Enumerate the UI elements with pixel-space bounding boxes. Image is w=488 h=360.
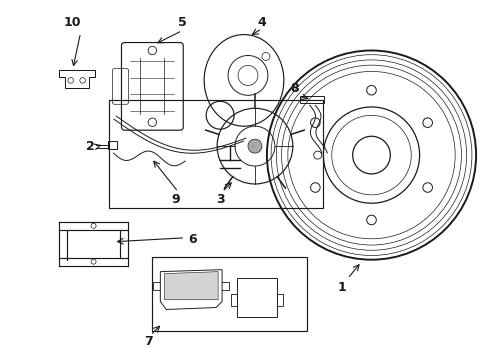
- Text: 5: 5: [178, 16, 186, 29]
- Circle shape: [252, 146, 253, 147]
- Text: 2: 2: [86, 140, 95, 153]
- Text: 9: 9: [171, 193, 179, 206]
- Text: 10: 10: [64, 16, 81, 29]
- Bar: [299, 96, 323, 103]
- Circle shape: [247, 139, 262, 153]
- Text: 3: 3: [215, 193, 224, 206]
- Text: 6: 6: [187, 233, 196, 246]
- Circle shape: [422, 118, 431, 127]
- Circle shape: [310, 183, 320, 192]
- Bar: [107, 141, 117, 149]
- Bar: [108, 100, 322, 208]
- Circle shape: [366, 215, 376, 225]
- Circle shape: [366, 85, 376, 95]
- Text: 7: 7: [143, 335, 152, 348]
- Text: 8: 8: [290, 82, 299, 95]
- Polygon shape: [164, 272, 218, 300]
- Text: 1: 1: [337, 281, 346, 294]
- Circle shape: [310, 118, 320, 127]
- Text: 4: 4: [257, 16, 266, 29]
- Bar: [152, 257, 306, 332]
- Circle shape: [422, 183, 431, 192]
